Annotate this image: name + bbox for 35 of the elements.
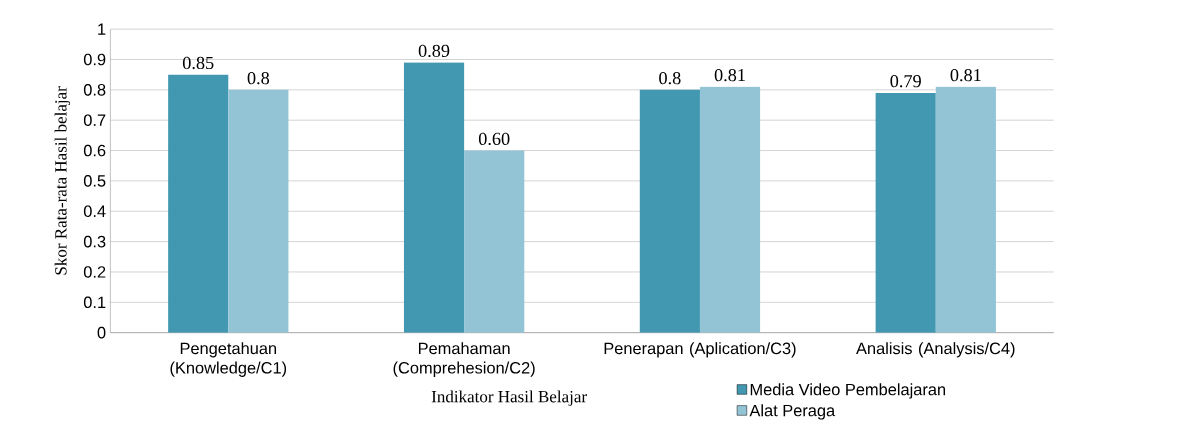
data-label: 0.79	[890, 75, 921, 88]
y-tick-label: 1	[98, 23, 106, 35]
bar	[699, 86, 761, 333]
x-tick-label: Pengetahuan (Knowledge/C1)	[170, 342, 287, 378]
y-tick-label: 0.6	[83, 144, 106, 157]
bar	[875, 93, 936, 333]
data-label: 0.8	[247, 72, 270, 85]
bar	[464, 150, 525, 333]
y-tick-label: 0.1	[83, 296, 106, 309]
bar	[403, 62, 465, 333]
data-label: 0.60	[478, 132, 510, 146]
y-axis-title: Skor Rata-rata Hasil belajar	[54, 86, 71, 275]
bar	[228, 89, 289, 333]
y-tick-label: 0.2	[83, 266, 106, 278]
y-tick-label: 0.8	[83, 84, 106, 96]
x-tick-label: Pemahaman (Comprehesion/C2)	[393, 342, 535, 378]
data-label: 0.81	[714, 69, 745, 82]
bar	[639, 89, 700, 333]
bar	[935, 86, 996, 333]
x-tick-label: Analisis (Analysis/C4)	[856, 342, 1015, 358]
x-tick-label: Penerapan (Aplication/C3)	[604, 342, 796, 358]
y-tick-label: 0.4	[83, 205, 106, 218]
data-label: 0.81	[950, 69, 981, 82]
y-tick-label: 0.5	[83, 175, 106, 187]
data-label: 0.85	[182, 56, 214, 70]
legend-label: Media Video Pembelajaran	[750, 383, 946, 399]
y-tick-label: 0.3	[83, 235, 106, 248]
y-tick-label: 0.7	[83, 114, 106, 127]
bar	[168, 74, 229, 333]
data-label: 0.8	[659, 72, 681, 85]
data-label: 0.89	[418, 44, 450, 58]
x-axis-title: Indikator Hasil Belajar	[431, 390, 587, 406]
legend-label: Alat Peraga	[749, 404, 836, 420]
y-tick-label: 0	[97, 326, 106, 339]
y-tick-label: 0.9	[83, 53, 106, 66]
